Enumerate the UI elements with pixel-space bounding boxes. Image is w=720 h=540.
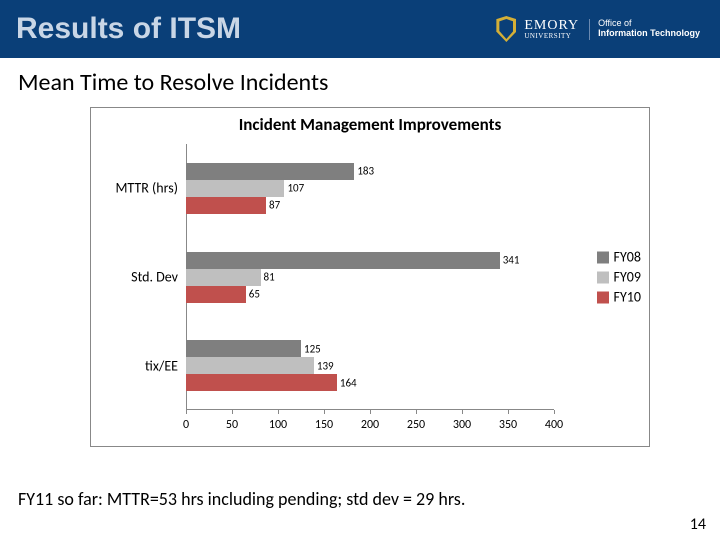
chart-container: Incident Management Improvements 0501001…: [90, 107, 650, 447]
university-name: EMORY UNIVERSITY: [524, 19, 590, 40]
x-tick-label: 50: [226, 418, 238, 432]
bar: 81: [186, 269, 261, 286]
subtitle: Mean Time to Resolve Incidents: [0, 58, 720, 101]
logo-area: EMORY UNIVERSITY Office of Information T…: [496, 16, 700, 42]
bar: 164: [186, 374, 337, 391]
y-category-label: MTTR (hrs): [96, 180, 178, 197]
bar-value-label: 164: [337, 376, 357, 389]
bar: 183: [186, 163, 354, 180]
bar-value-label: 81: [261, 271, 275, 284]
x-tick: [370, 410, 371, 414]
legend-item: FY09: [597, 269, 641, 286]
page-number: 14: [690, 515, 706, 534]
footer-note: FY11 so far: MTTR=53 hrs including pendi…: [18, 488, 465, 510]
bar-value-label: 107: [284, 182, 304, 195]
bar-value-label: 65: [246, 288, 260, 301]
x-tick: [186, 410, 187, 414]
x-tick-label: 150: [315, 418, 333, 432]
legend-label: FY09: [614, 269, 641, 286]
x-tick-label: 350: [499, 418, 517, 432]
legend-label: FY08: [614, 249, 641, 266]
office-name: Office of Information Technology: [598, 19, 700, 39]
x-tick: [554, 410, 555, 414]
shield-icon: [496, 16, 516, 42]
legend-item: FY10: [597, 289, 641, 306]
chart-legend: FY08 FY09 FY10: [597, 246, 641, 309]
x-tick-label: 100: [269, 418, 287, 432]
bar: 87: [186, 197, 266, 214]
legend-item: FY08: [597, 249, 641, 266]
x-tick-label: 250: [407, 418, 425, 432]
x-tick: [508, 410, 509, 414]
header-bar: Results of ITSM EMORY UNIVERSITY Office …: [0, 0, 720, 58]
y-category-label: Std. Dev: [96, 269, 178, 286]
page-title: Results of ITSM: [16, 12, 241, 46]
x-tick-label: 0: [183, 418, 189, 432]
x-tick-label: 300: [453, 418, 471, 432]
legend-swatch: [597, 291, 609, 303]
y-category-label: tix/EE: [96, 357, 178, 374]
bar: 107: [186, 180, 284, 197]
chart-plot-area: 050100150200250300350400MTTR (hrs)183107…: [186, 144, 554, 410]
x-tick-label: 400: [545, 418, 563, 432]
x-tick: [278, 410, 279, 414]
bar-value-label: 341: [500, 254, 520, 267]
bar-value-label: 139: [314, 359, 334, 372]
bar: 65: [186, 286, 246, 303]
legend-swatch: [597, 271, 609, 283]
bar-value-label: 183: [354, 165, 374, 178]
bar: 125: [186, 340, 301, 357]
x-tick: [324, 410, 325, 414]
chart-title: Incident Management Improvements: [91, 108, 649, 137]
x-tick: [416, 410, 417, 414]
legend-label: FY10: [614, 289, 641, 306]
x-tick: [462, 410, 463, 414]
bar-value-label: 125: [301, 342, 321, 355]
bar-value-label: 87: [266, 199, 280, 212]
x-tick-label: 200: [361, 418, 379, 432]
legend-swatch: [597, 251, 609, 263]
bar: 139: [186, 357, 314, 374]
bar: 341: [186, 252, 500, 269]
x-tick: [232, 410, 233, 414]
